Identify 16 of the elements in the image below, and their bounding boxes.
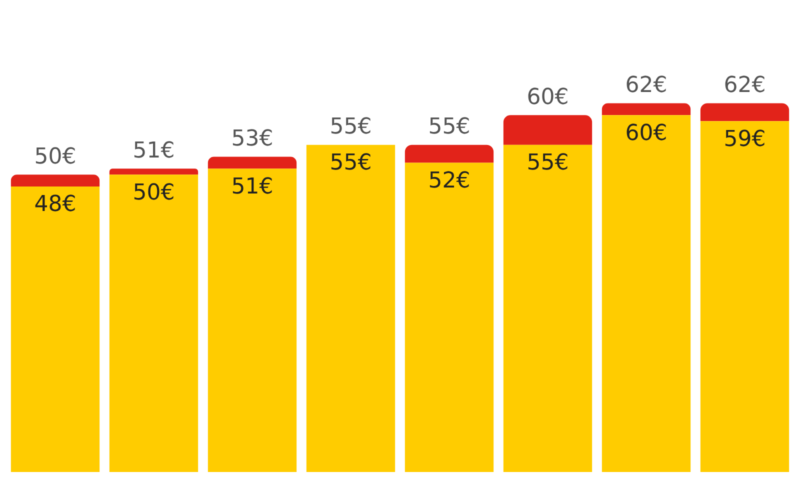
total-label: 50€: [34, 144, 76, 170]
data-label: 60€: [625, 120, 668, 146]
data-label: 51€: [231, 174, 274, 200]
total-label: 62€: [625, 72, 668, 98]
total-label: 51€: [132, 138, 175, 164]
total-label: 62€: [724, 72, 766, 98]
total-label: 55€: [428, 114, 470, 140]
data-label: 50€: [132, 180, 175, 206]
data-label: 52€: [428, 168, 470, 194]
total-label: 60€: [526, 84, 569, 110]
data-label: 55€: [526, 150, 569, 176]
data-label: 48€: [34, 192, 76, 218]
total-label: 53€: [231, 126, 274, 152]
total-label: 55€: [330, 114, 372, 140]
data-label: 55€: [330, 150, 372, 176]
data-label: 59€: [724, 126, 766, 152]
